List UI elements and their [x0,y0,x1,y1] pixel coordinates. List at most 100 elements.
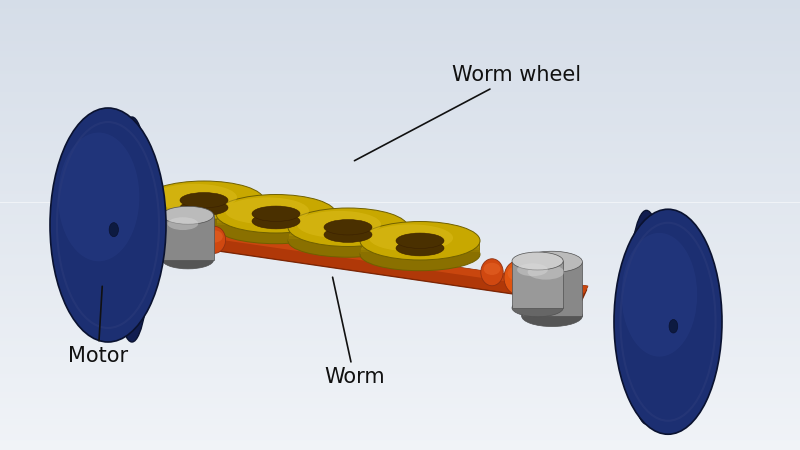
Bar [0,197,800,198]
Bar [0,75,800,76]
Bar [0,81,800,82]
Bar [0,212,800,213]
Bar [0,289,800,291]
Bar [0,24,800,26]
Bar [0,87,800,89]
Bar [0,122,800,123]
Text: Motor: Motor [68,286,128,366]
Bar [0,402,800,404]
Bar [0,174,800,176]
Bar [0,300,800,302]
Bar [0,129,800,130]
Bar [0,426,800,428]
Bar [0,248,800,249]
Bar [0,294,800,296]
Bar [0,231,800,233]
Bar [0,262,800,264]
Bar [0,267,800,269]
Ellipse shape [109,223,118,237]
Ellipse shape [360,221,480,260]
Polygon shape [361,248,479,250]
Bar [0,397,800,399]
Bar [0,134,800,135]
Bar [0,441,800,442]
Bar [0,260,800,261]
Bar [0,302,800,303]
Bar [0,334,800,336]
Ellipse shape [396,233,444,248]
Bar [0,234,800,235]
Bar [0,69,800,71]
Bar [0,418,800,420]
Bar [0,333,800,334]
Bar [0,32,800,33]
Polygon shape [146,202,262,205]
Bar [0,264,800,266]
Polygon shape [288,238,408,241]
Bar [0,220,800,222]
Bar [0,372,800,374]
Bar [0,82,800,84]
Bar [0,140,800,141]
Bar [0,172,800,174]
Bar [0,387,800,388]
Bar [0,71,800,72]
Bar [0,303,800,305]
Bar [0,89,800,90]
Bar [0,145,800,147]
Bar [0,104,800,105]
Polygon shape [522,262,582,316]
Bar [0,170,800,171]
Bar [0,310,800,312]
Bar [0,35,800,36]
Bar [0,320,800,321]
Bar [0,60,800,62]
Ellipse shape [517,263,548,276]
Bar [0,246,800,248]
Bar [0,186,800,188]
Bar [0,46,800,48]
Bar [0,233,800,234]
Ellipse shape [288,225,408,257]
Ellipse shape [522,251,582,273]
Bar [0,396,800,397]
Bar [0,98,800,99]
Bar [0,348,800,350]
Ellipse shape [512,299,563,317]
Bar [0,350,800,351]
Bar [0,378,800,379]
Bar [0,342,800,343]
Bar [0,192,800,194]
Bar [0,156,800,157]
Polygon shape [361,250,479,252]
Bar [0,235,800,237]
Bar [0,351,800,352]
Bar [0,143,800,144]
Bar [0,368,800,369]
Bar [0,297,800,298]
Bar [0,224,800,225]
Bar [0,411,800,413]
Bar [0,94,800,96]
Bar [0,161,800,162]
Bar [0,148,800,150]
Bar [0,413,800,414]
Bar [0,190,800,192]
Bar [0,392,800,393]
Polygon shape [144,212,264,214]
Polygon shape [145,207,263,209]
Bar [0,346,800,348]
Bar [0,64,800,66]
Ellipse shape [483,263,501,275]
Bar [0,261,800,262]
Bar [0,405,800,406]
Bar [0,400,800,402]
Bar [0,117,800,118]
Bar [0,305,800,306]
Bar [0,54,800,55]
Bar [0,242,800,243]
Bar [0,181,800,183]
Bar [0,422,800,423]
Bar [0,171,800,172]
Ellipse shape [324,220,372,235]
